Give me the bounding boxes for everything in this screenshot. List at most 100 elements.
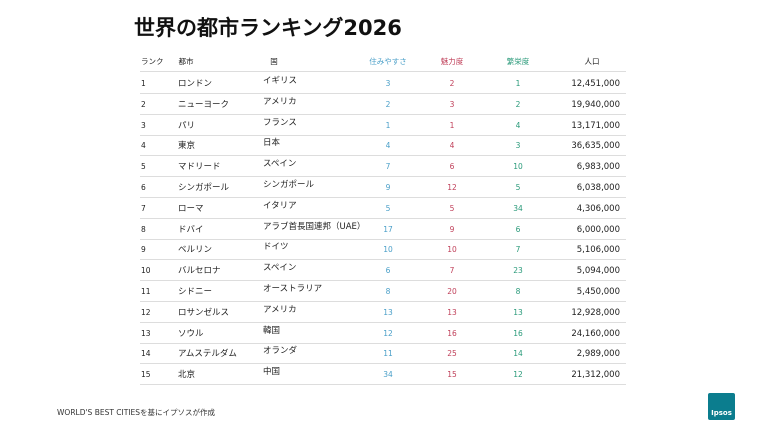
cell-rank: 15: [141, 370, 151, 380]
cell-city: 北京: [178, 370, 196, 381]
cell-livability: 11: [383, 349, 393, 359]
cell-country: イタリア: [263, 200, 297, 211]
row-rule: [140, 93, 626, 94]
cell-attractiveness: 20: [447, 287, 457, 296]
cell-city: シドニー: [178, 287, 213, 297]
cell-livability: 7: [385, 162, 391, 172]
cell-livability: 3: [385, 79, 391, 88]
header-attractiveness: 魅力度: [440, 57, 464, 66]
cell-city: アムステルダム: [178, 349, 237, 360]
cell-attractiveness: 5: [449, 203, 455, 213]
cell-population: 6,038,000: [576, 183, 620, 193]
title: 世界の都市ランキング2026: [134, 16, 402, 40]
row-rule: [140, 113, 626, 115]
cell-livability: 9: [385, 183, 391, 192]
cell-country: スペイン: [263, 263, 297, 274]
header-city: 都市: [178, 57, 194, 66]
cell-rank: 3: [141, 120, 146, 130]
row-rule: [140, 176, 626, 178]
cell-prosperity: 1: [515, 79, 521, 88]
cell-city: ローマ: [178, 203, 204, 214]
cell-attractiveness: 16: [447, 328, 457, 338]
cell-prosperity: 10: [513, 162, 523, 172]
cell-livability: 2: [385, 99, 391, 109]
cell-livability: 13: [383, 307, 393, 317]
cell-attractiveness: 25: [447, 349, 457, 359]
cell-attractiveness: 10: [447, 245, 457, 255]
cell-rank: 9: [141, 245, 146, 255]
cell-prosperity: 12: [513, 370, 523, 380]
row-rule: [140, 321, 626, 323]
cell-prosperity: 7: [515, 245, 521, 255]
cell-rank: 5: [141, 162, 146, 172]
logo: Ipsos: [708, 393, 735, 420]
cell-attractiveness: 1: [449, 120, 455, 130]
cell-country: シンガポール: [263, 180, 315, 190]
cell-rank: 11: [141, 287, 151, 296]
cell-city: ニューヨーク: [178, 99, 230, 110]
header-country: 国: [270, 57, 278, 66]
cell-prosperity: 5: [515, 183, 521, 192]
row-rule: [140, 238, 626, 240]
cell-population: 2,989,000: [576, 349, 620, 360]
cell-city: ロサンゼルス: [178, 307, 230, 318]
cell-city: ソウル: [178, 328, 204, 339]
cell-attractiveness: 9: [449, 224, 455, 234]
cell-population: 5,450,000: [576, 287, 620, 297]
cell-livability: 12: [383, 328, 393, 338]
cell-rank: 2: [141, 99, 146, 109]
cell-city: 東京: [178, 141, 196, 152]
cell-rank: 13: [141, 328, 151, 338]
cell-population: 13,171,000: [571, 120, 620, 131]
row-rule: [140, 259, 626, 261]
row-rule: [140, 197, 626, 198]
header-rule: [140, 71, 626, 72]
cell-population: 36,635,000: [571, 141, 620, 152]
cell-city: バルセロナ: [178, 266, 221, 277]
row-rule: [140, 217, 626, 219]
cell-prosperity: 8: [515, 287, 521, 296]
cell-prosperity: 4: [515, 120, 521, 130]
cell-attractiveness: 7: [449, 266, 455, 276]
cell-population: 12,928,000: [571, 307, 620, 318]
logo-text: Ipsos: [711, 409, 732, 417]
cell-attractiveness: 6: [449, 162, 455, 172]
cell-livability: 34: [383, 370, 393, 380]
cell-livability: 4: [385, 141, 391, 151]
cell-country: ドイツ: [263, 242, 289, 253]
row-rule: [140, 134, 626, 136]
cell-attractiveness: 4: [449, 141, 455, 151]
header-population: 人口: [584, 57, 600, 66]
cell-population: 4,306,000: [576, 203, 620, 214]
cell-attractiveness: 3: [449, 99, 455, 109]
cell-livability: 6: [385, 266, 391, 276]
cell-rank: 7: [141, 203, 146, 213]
cell-country: 韓国: [263, 325, 281, 336]
cell-population: 21,312,000: [571, 370, 620, 381]
cell-country: オランダ: [263, 346, 298, 357]
cell-rank: 10: [141, 266, 151, 276]
cell-country: スペイン: [263, 159, 297, 170]
row-rule: [140, 280, 626, 282]
cell-city: ロンドン: [178, 79, 213, 89]
cell-livability: 5: [385, 203, 391, 213]
cell-attractiveness: 2: [449, 79, 455, 88]
header-prosperity: 繁栄度: [506, 57, 530, 66]
cell-attractiveness: 13: [447, 307, 457, 317]
cell-city: パリ: [178, 120, 196, 131]
source-note: WORLD'S BEST CITIESを基にイプソスが作成: [57, 408, 216, 417]
cell-population: 12,451,000: [571, 79, 620, 89]
cell-rank: 4: [141, 141, 146, 151]
cell-livability: 1: [385, 120, 391, 130]
header-livability: 住みやすさ: [369, 57, 407, 66]
cell-city: ドバイ: [178, 224, 204, 235]
cell-city: マドリード: [178, 162, 221, 173]
cell-country: 中国: [263, 367, 281, 378]
cell-attractiveness: 15: [447, 370, 457, 380]
cell-population: 6,983,000: [576, 162, 620, 173]
cell-prosperity: 2: [515, 99, 521, 109]
cell-country: アメリカ: [263, 304, 297, 315]
row-rule: [140, 363, 626, 365]
cell-city: ベルリン: [178, 245, 213, 256]
